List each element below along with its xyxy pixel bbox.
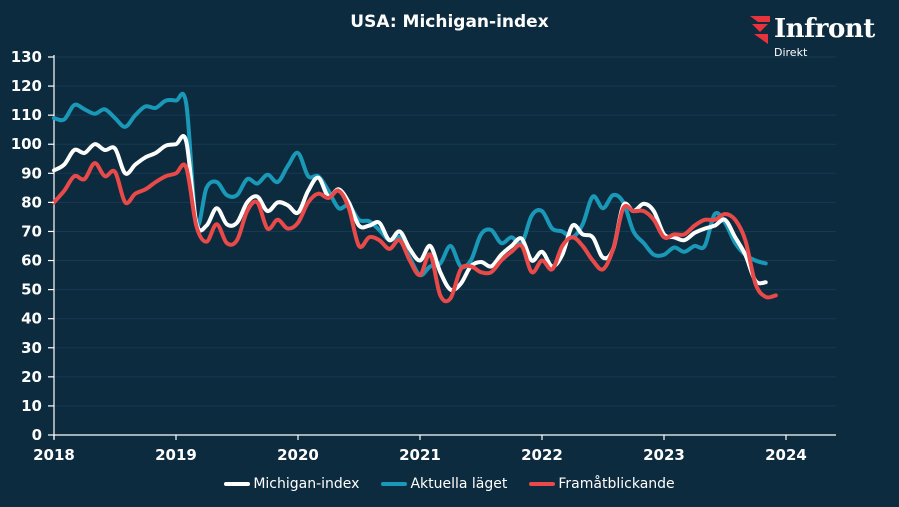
series-line-fram-tblickande (52, 161, 778, 304)
x-tick-label: 2024 (765, 446, 807, 464)
x-axis-ticks: 2018 2019 2020 2021 2022 2023 2024 (33, 435, 807, 464)
y-tick-label: 80 (21, 193, 42, 211)
infront-logo-mark-icon (750, 16, 770, 44)
y-tick-label: 90 (21, 164, 42, 182)
series-lines (52, 91, 778, 304)
legend-item-framatblickande[interactable]: Framåtblickande (529, 476, 675, 492)
legend-item-aktuella-laget[interactable]: Aktuella läget (381, 476, 507, 492)
legend-swatch-framat (529, 482, 556, 486)
legend-label: Michigan-index (253, 476, 360, 492)
legend-label: Framåtblickande (558, 476, 675, 492)
y-tick-label: 130 (11, 48, 42, 66)
infront-logo: Infront Direkt (750, 14, 890, 64)
y-tick-label: 110 (11, 106, 42, 124)
y-tick-label: 0 (32, 426, 42, 444)
legend: Michigan-index Aktuella läget Framåtblic… (0, 476, 899, 492)
logo-subtitle: Direkt (774, 46, 808, 59)
y-tick-label: 30 (21, 339, 42, 357)
x-tick-label: 2019 (155, 446, 197, 464)
x-tick-label: 2020 (277, 446, 319, 464)
y-tick-label: 120 (11, 77, 42, 95)
series-line-michigan-index (52, 134, 768, 293)
y-tick-label: 70 (21, 222, 42, 240)
y-tick-label: 100 (11, 135, 42, 153)
y-axis-ticks: 0 10 20 30 40 50 60 70 80 90 100 110 120 130 (11, 48, 54, 444)
chart-title: USA: Michigan-index (350, 12, 549, 32)
x-tick-label: 2022 (521, 446, 563, 464)
y-tick-label: 10 (21, 397, 42, 415)
logo-wordmark: Infront (774, 14, 875, 44)
y-tick-label: 40 (21, 310, 42, 328)
legend-label: Aktuella läget (410, 476, 508, 492)
y-tick-label: 50 (21, 281, 42, 299)
y-tick-label: 20 (21, 368, 42, 386)
legend-swatch-aktuella (381, 482, 408, 486)
x-tick-label: 2018 (33, 446, 75, 464)
gridlines (54, 56, 836, 407)
legend-swatch-michigan (224, 482, 251, 486)
x-tick-label: 2023 (643, 446, 685, 464)
legend-item-michigan-index[interactable]: Michigan-index (224, 476, 359, 492)
y-tick-label: 60 (21, 252, 42, 270)
x-tick-label: 2021 (399, 446, 441, 464)
axes (53, 55, 836, 439)
